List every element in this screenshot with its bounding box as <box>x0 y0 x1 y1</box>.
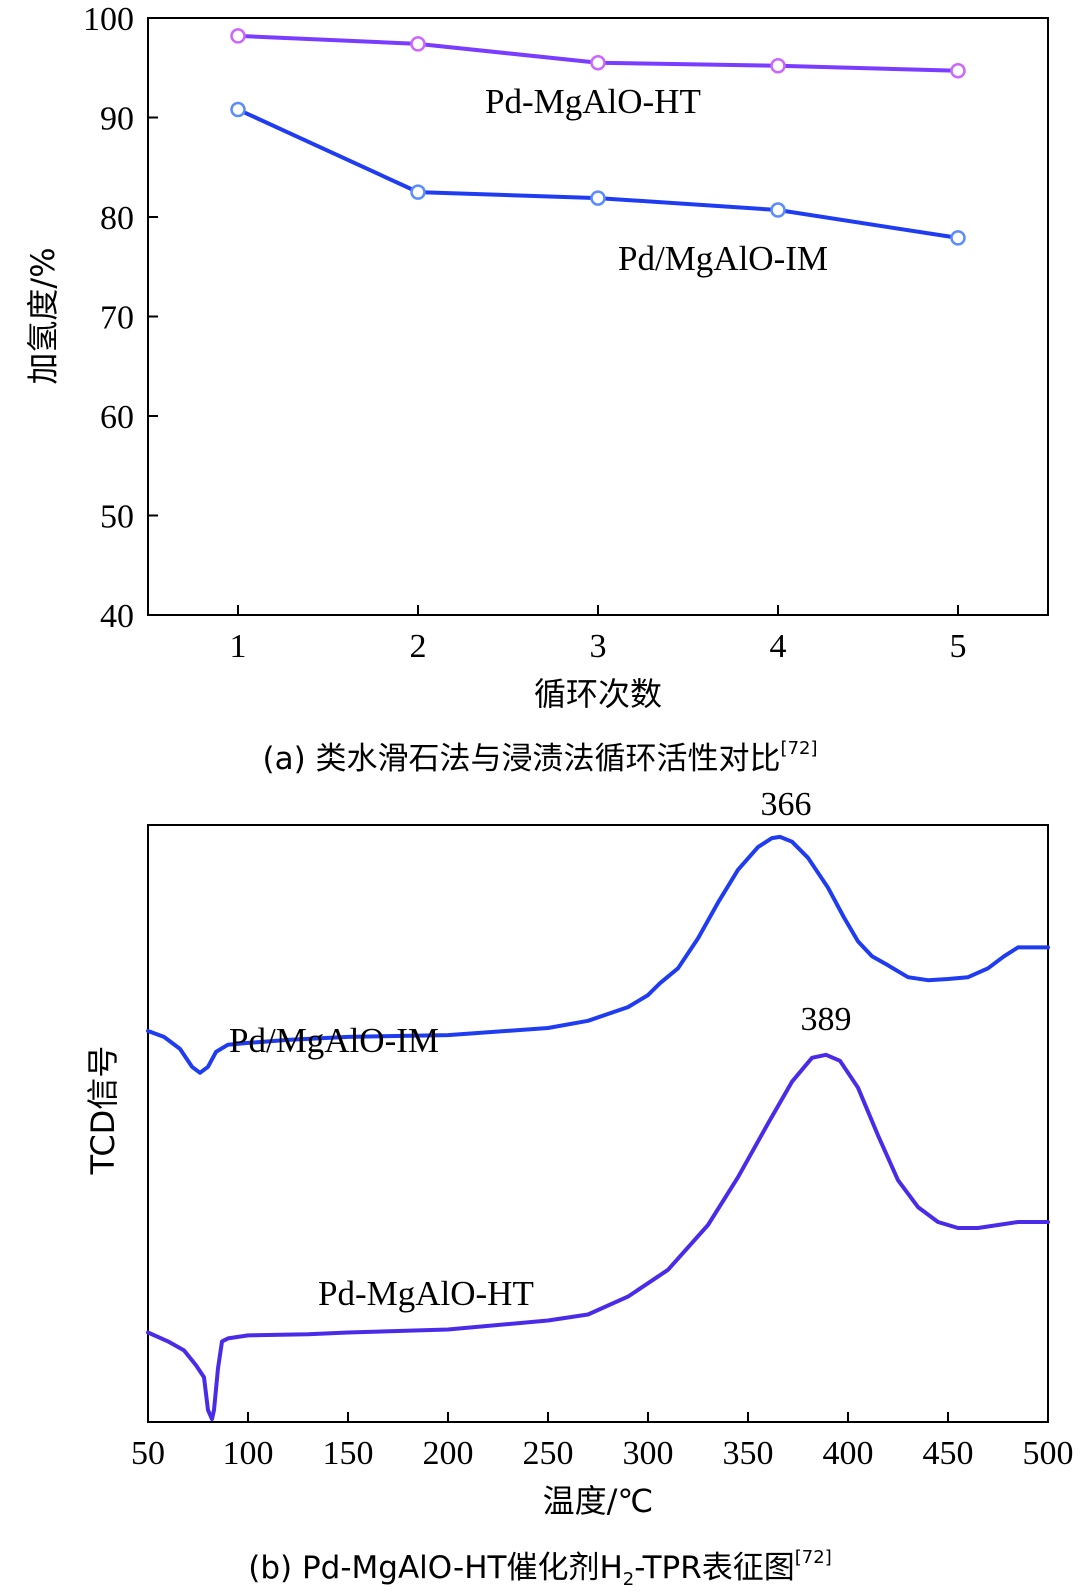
chart-a-y-axis-title: 加氢度/% <box>24 247 62 384</box>
data-point-pd-mgalo-im-4 <box>770 202 786 218</box>
series-line-pd-mgalo-im <box>146 834 1050 1075</box>
x-tick-label-5: 5 <box>950 628 967 665</box>
data-point-pd-mgalo-im-3 <box>590 190 606 206</box>
data-point-pd-mgalo-ht-1 <box>230 28 246 44</box>
y-tick-label-70: 70 <box>100 300 134 337</box>
data-point-pd-mgalo-im-5 <box>950 230 966 246</box>
y-tick-label-80: 80 <box>100 200 134 237</box>
x-tick-label-400: 400 <box>823 1435 874 1472</box>
chart-b-x-axis-title: 温度/℃ <box>543 1482 654 1520</box>
chart-a-caption-ref: [72] <box>780 737 818 759</box>
x-tick-label-3: 3 <box>590 628 607 665</box>
x-tick-label-100: 100 <box>223 1435 274 1472</box>
chart-b-frame <box>147 824 1049 1423</box>
series-label-pd-mgalo-im: Pd/MgAlO-IM <box>229 1021 439 1060</box>
x-tick-label-500: 500 <box>1023 1435 1074 1472</box>
y-tick-label-40: 40 <box>100 598 134 635</box>
series-label-pd-mgalo-im: Pd/MgAlO-IM <box>618 239 828 278</box>
chart-a: 40 50 60 70 80 90 100 1 2 3 4 5 Pd-MgAlO-HT Pd/MgAl… <box>24 1 1049 713</box>
data-point-pd-mgalo-ht-2 <box>410 36 426 52</box>
chart-b-series-labels: Pd/MgAlO-IM Pd-MgAlO-HT <box>229 1021 534 1313</box>
x-tick-label-150: 150 <box>323 1435 374 1472</box>
y-tick-label-90: 90 <box>100 101 134 138</box>
y-tick-label-50: 50 <box>100 499 134 536</box>
chart-a-caption-text: (a) 类水滑石法与浸渍法循环活性对比 <box>262 741 781 777</box>
series-label-pd-mgalo-ht: Pd-MgAlO-HT <box>485 82 701 121</box>
series-line-pd-mgalo-im <box>237 107 959 240</box>
chart-a-y-ticks: 40 50 60 70 80 90 100 <box>83 1 158 635</box>
chart-b-peak-annotations: 366 389 <box>761 786 852 1038</box>
chart-b-caption-text: (b) Pd-MgAlO-HT催化剂H <box>248 1550 623 1586</box>
chart-a-x-ticks: 1 2 3 4 5 <box>230 605 967 665</box>
x-tick-label-300: 300 <box>623 1435 674 1472</box>
x-tick-label-200: 200 <box>423 1435 474 1472</box>
y-tick-label-100: 100 <box>83 1 134 38</box>
data-point-pd-mgalo-ht-5 <box>950 62 966 79</box>
chart-b-y-axis-title: TCD信号 <box>84 1046 122 1176</box>
x-tick-label-2: 2 <box>410 628 427 665</box>
chart-a-x-axis-title: 循环次数 <box>534 675 662 713</box>
chart-b-caption: (b) Pd-MgAlO-HT催化剂H2-TPR表征图[72] <box>0 1542 1080 1591</box>
peak-label-389: 389 <box>801 1001 852 1038</box>
data-point-pd-mgalo-im-1 <box>230 101 246 118</box>
data-point-pd-mgalo-im-2 <box>410 184 426 200</box>
x-tick-label-450: 450 <box>923 1435 974 1472</box>
chart-a-series-labels: Pd-MgAlO-HT Pd/MgAlO-IM <box>485 82 828 278</box>
x-tick-label-50: 50 <box>131 1435 165 1472</box>
series-label-pd-mgalo-ht: Pd-MgAlO-HT <box>318 1274 534 1313</box>
data-point-pd-mgalo-ht-4 <box>770 58 786 74</box>
series-line-pd-mgalo-ht <box>146 1052 1050 1421</box>
chart-b-x-ticks: 50 100 150 200 250 300 350 400 450 500 <box>131 1412 1074 1472</box>
x-tick-label-1: 1 <box>230 628 247 665</box>
x-tick-label-350: 350 <box>723 1435 774 1472</box>
peak-label-366: 366 <box>761 786 812 823</box>
y-tick-label-60: 60 <box>100 399 134 436</box>
chart-b-caption-sub: 2 <box>622 1569 635 1591</box>
chart-b-series <box>146 834 1050 1421</box>
chart-a-series <box>230 28 966 246</box>
x-tick-label-250: 250 <box>523 1435 574 1472</box>
x-tick-label-4: 4 <box>770 628 787 665</box>
data-point-pd-mgalo-ht-3 <box>590 55 606 71</box>
chart-b-caption-ref: [72] <box>794 1546 832 1568</box>
chart-b-caption-suffix: -TPR表征图 <box>634 1550 795 1586</box>
chart-a-caption: (a) 类水滑石法与浸渍法循环活性对比[72] <box>0 733 1080 778</box>
